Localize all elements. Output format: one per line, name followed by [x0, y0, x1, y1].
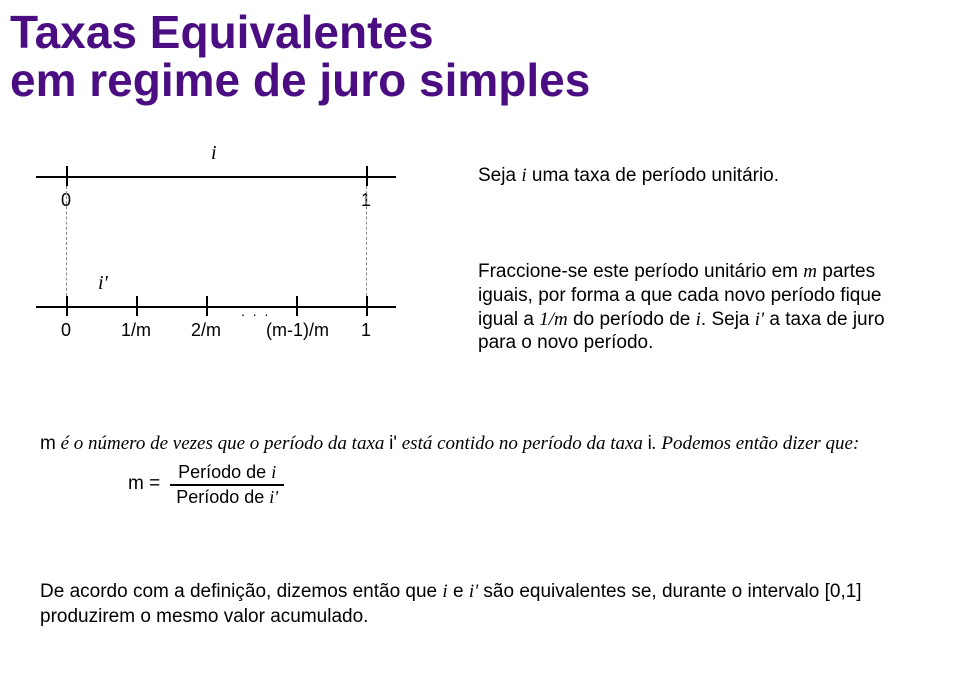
text-run: do período de	[568, 309, 696, 330]
text-run: m	[40, 433, 56, 454]
math-symbol: i'	[469, 581, 478, 602]
axis-tick	[366, 166, 368, 186]
text-run: Seja	[478, 165, 521, 186]
title-line-2: em regime de juro simples	[10, 56, 590, 104]
slide: Taxas Equivalentes em regime de juro sim…	[0, 0, 960, 691]
text-run: Período de	[178, 462, 271, 482]
fraction-lhs: m =	[128, 472, 160, 497]
axis-top-label-i: i	[211, 142, 217, 165]
text-run: Fraccione-se este período unitário em	[478, 261, 803, 282]
axis-tick	[136, 296, 138, 316]
fraction: Período de i Período de i'	[170, 461, 284, 509]
axis-tick	[66, 296, 68, 316]
caption-diagram-1: Seja i uma taxa de período unitário.	[478, 164, 926, 188]
axis-tick-label: 1	[336, 320, 396, 341]
axis-tick	[366, 296, 368, 316]
math-symbol: i'	[269, 487, 278, 507]
math-symbol: 1/m	[539, 309, 568, 330]
title-line-1: Taxas Equivalentes	[10, 8, 434, 56]
math-symbol: é o número de vezes que o período da tax…	[56, 433, 389, 454]
diagram-group: i 01 i' . . . 0 1/m 2/m (m-1)/m 1	[36, 146, 436, 396]
math-symbol: i	[271, 462, 276, 482]
math-symbol: . Podemos então dizer que:	[652, 433, 859, 454]
text-run: e	[448, 581, 469, 602]
ellipsis-dots: . . .	[241, 303, 270, 319]
number-line-1: i 01	[36, 146, 396, 216]
axis-tick-label: (m-1)/m	[266, 320, 326, 341]
text-run: De acordo com a definição, dizemos então…	[40, 581, 442, 602]
axis-top-label-iprime: i'	[98, 272, 108, 295]
fraction-row: m = Período de i Período de i'	[128, 461, 920, 509]
text-run: i'	[389, 433, 397, 454]
paragraph-1: m é o número de vezes que o período da t…	[40, 432, 920, 509]
axis-tick	[66, 166, 68, 186]
number-line-2: i' . . . 01/m2/m(m-1)/m1	[36, 276, 396, 346]
text-run: Período de	[176, 487, 269, 507]
text-run: uma taxa de período unitário.	[527, 165, 779, 186]
axis-tick-label: 1/m	[106, 320, 166, 341]
paragraph-2: De acordo com a definição, dizemos então…	[40, 580, 920, 629]
math-symbol: m	[803, 261, 817, 282]
fraction-numerator: Período de i	[172, 461, 282, 484]
caption-diagram-2: Fraccione-se este período unitário em m …	[478, 260, 926, 355]
text-run: . Seja	[701, 309, 755, 330]
axis-tick-label: 0	[36, 320, 96, 341]
math-symbol: está contido no período da taxa	[397, 433, 648, 454]
axis-line	[36, 306, 396, 308]
axis-tick	[206, 296, 208, 316]
fraction-denominator: Período de i'	[170, 486, 284, 509]
axis-tick-label: 2/m	[176, 320, 236, 341]
axis-line	[36, 176, 396, 178]
math-symbol: i'	[755, 309, 764, 330]
axis-tick	[296, 296, 298, 316]
paragraph-1-text: m é o número de vezes que o período da t…	[40, 432, 920, 457]
